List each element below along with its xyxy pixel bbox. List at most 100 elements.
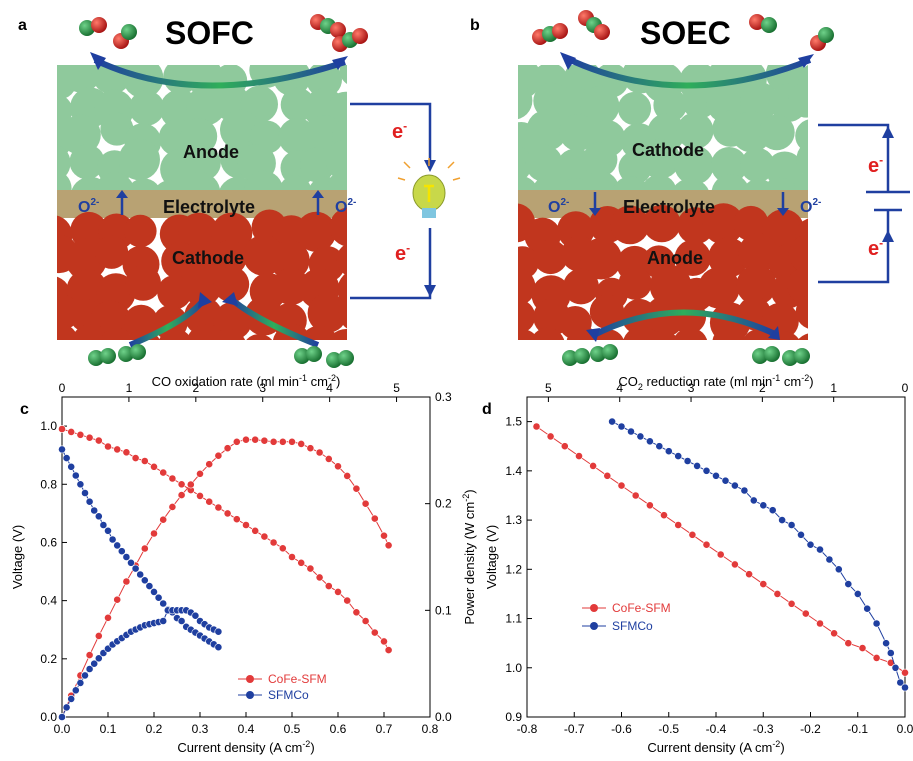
y-tick-label: 1.5 [505, 415, 522, 429]
co2-molecule-icon [332, 28, 368, 52]
data-point [58, 445, 66, 454]
data-point [122, 553, 131, 561]
x-tick-label: 0.1 [100, 722, 117, 736]
data-point [306, 564, 315, 573]
data-point [370, 514, 379, 523]
data-point [896, 678, 905, 687]
data-point [177, 617, 186, 625]
data-point [76, 430, 85, 439]
chart-c-x-axis-title: Current density (A cm-2) [177, 739, 314, 755]
data-point [90, 659, 99, 668]
chart-c-frame [61, 396, 431, 718]
data-point [844, 639, 853, 648]
top-tick-label: 4 [616, 381, 623, 395]
top-tick-label: 1 [830, 381, 837, 395]
data-point [127, 558, 135, 567]
data-point [168, 502, 177, 511]
electrolyte-label: Electrolyte [163, 197, 255, 217]
svg-text:O2-: O2- [78, 197, 99, 216]
data-point [731, 481, 739, 490]
data-point [617, 422, 626, 431]
panel-letter-c: c [20, 401, 29, 418]
data-point [384, 541, 393, 550]
data-point [288, 437, 296, 446]
data-point [636, 432, 645, 441]
cathode-particles [518, 65, 808, 219]
data-point [660, 511, 668, 520]
y-tick-label: 0.4 [40, 594, 57, 608]
data-point [886, 649, 895, 657]
y2-tick-label: 0.0 [435, 710, 452, 724]
data-point [830, 629, 838, 638]
data-point [205, 497, 214, 506]
data-point [740, 486, 749, 495]
data-point [731, 560, 739, 569]
sofc-title: SOFC [165, 15, 254, 51]
oxygen-ion-right: O2- [800, 197, 821, 216]
data-point [816, 619, 824, 628]
x-tick-label: 0.7 [376, 722, 393, 736]
data-point [352, 484, 361, 493]
top-tick-label: 0 [902, 381, 909, 395]
data-point [702, 540, 711, 549]
data-point [380, 637, 388, 646]
data-point [617, 481, 626, 490]
svg-text:SFMCo: SFMCo [268, 688, 309, 702]
o2-molecule-icon [590, 344, 618, 362]
data-point [603, 471, 612, 480]
panel-b-schematic: b SOEC Cathode Electrolyte Anode O2- O2-… [470, 10, 910, 366]
y-tick-label: 1.2 [505, 562, 522, 576]
data-point [834, 565, 843, 574]
y2-tick-label: 0.3 [435, 390, 452, 404]
cathode-particles [57, 207, 347, 340]
x-tick-label: 0.4 [238, 722, 255, 736]
chart-d-series [532, 417, 909, 692]
data-point [882, 639, 890, 648]
data-point [214, 643, 223, 652]
top-tick-label: 0 [59, 381, 66, 395]
data-point [631, 491, 640, 500]
data-point [159, 617, 168, 625]
x-tick-label: -0.4 [706, 722, 727, 736]
data-point [94, 654, 103, 663]
data-point [71, 471, 80, 480]
data-point [664, 447, 673, 456]
o2-molecule-icon [88, 348, 116, 366]
panel-letter-a: a [18, 17, 27, 34]
data-point [306, 444, 315, 453]
chart-c-legend: CoFe-SFM SFMCo [238, 672, 327, 702]
data-point [196, 469, 204, 478]
y-tick-label: 0.6 [40, 535, 57, 549]
data-point [94, 512, 103, 521]
data-point [214, 451, 223, 460]
data-point [223, 509, 232, 518]
top-tick-label: 4 [326, 381, 333, 395]
data-point [251, 435, 260, 444]
anode-label: Anode [647, 248, 703, 268]
svg-text:CoFe-SFM: CoFe-SFM [268, 672, 327, 686]
data-point [260, 532, 269, 541]
data-point [589, 461, 597, 470]
electron-label-bottom: e- [868, 236, 883, 260]
y-tick-label: 1.0 [505, 661, 522, 675]
data-point [269, 538, 278, 547]
data-point [646, 501, 654, 510]
circuit-wire-top [818, 123, 890, 192]
panel-a-schematic: a SOFC Anode Electrolyte Cathode O2- O2-… [18, 14, 461, 368]
data-point [674, 452, 683, 460]
co2-molecule-icon [532, 23, 568, 45]
data-point [232, 437, 241, 446]
x-tick-label: -0.2 [800, 722, 821, 736]
data-point [177, 491, 186, 499]
oxygen-ion-left: O2- [548, 197, 569, 216]
data-point [721, 476, 730, 485]
data-point [131, 564, 140, 573]
data-point [646, 437, 654, 446]
data-point [901, 668, 909, 677]
x-tick-label: -0.7 [564, 722, 585, 736]
data-point [168, 474, 177, 483]
gas-flow-arc-top [564, 55, 812, 89]
data-point [104, 613, 112, 622]
o2-molecule-icon [782, 348, 810, 366]
